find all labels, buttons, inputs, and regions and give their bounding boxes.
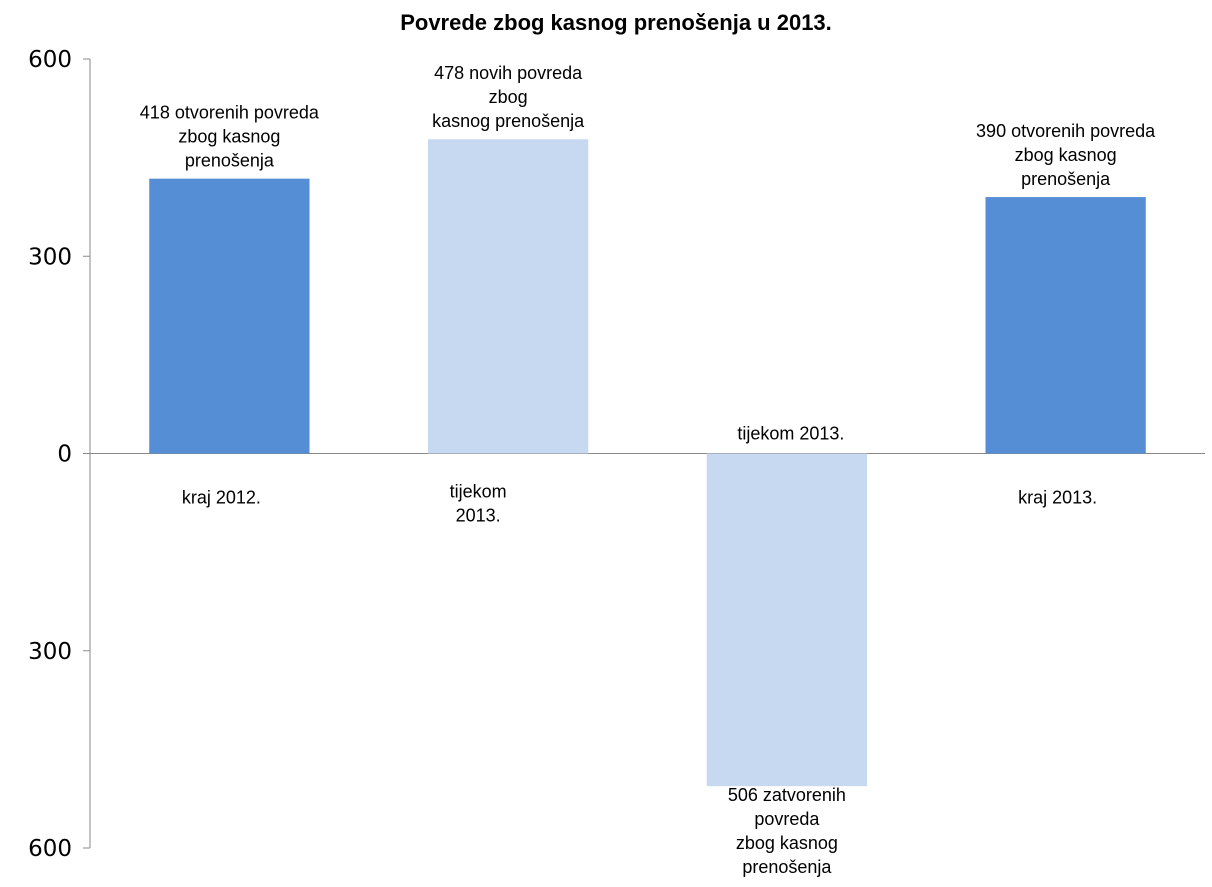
category-label: kraj 2013.	[1018, 488, 1097, 508]
data-label-line: 390 otvorenih povreda	[976, 121, 1156, 141]
data-label-line: povreda	[754, 809, 820, 829]
category-label-line: kraj 2012.	[182, 488, 261, 508]
category-label-line: 2013.	[456, 506, 501, 526]
data-label-line: 478 novih povreda	[434, 63, 583, 83]
data-label-line: prenošenja	[185, 151, 275, 171]
category-label-line: tijekom 2013.	[737, 424, 844, 444]
data-label-line: kasnog prenošenja	[432, 111, 585, 131]
data-label-line: zbog	[489, 87, 528, 107]
data-label: 418 otvorenih povreda zbog kasnog prenošen…	[140, 103, 320, 171]
data-label: 478 novih povreda zbog kasnog prenošenja	[432, 63, 585, 131]
y-tick-label: 300	[28, 244, 72, 270]
category-label: tijekom 2013.	[450, 482, 507, 526]
y-tick-label: 600	[28, 836, 72, 862]
bar	[706, 453, 868, 787]
chart-title: Povrede zbog kasnog prenošenja u 2013.	[400, 10, 832, 35]
category-label-line: kraj 2013.	[1018, 488, 1097, 508]
data-label: 390 otvorenih povreda zbog kasnog prenošen…	[976, 121, 1156, 189]
bar	[149, 178, 310, 454]
bar	[427, 139, 589, 454]
data-label-line: prenošenja	[742, 857, 832, 877]
data-label-line: zbog kasnog	[1015, 145, 1117, 165]
category-label: kraj 2012.	[182, 488, 261, 508]
y-tick-label: 300	[28, 639, 72, 665]
data-label-line: prenošenja	[1021, 169, 1111, 189]
y-tick-label: 0	[57, 442, 72, 468]
category-label-line: tijekom	[450, 482, 507, 502]
data-label: 506 zatvorenih povreda zbog kasnog prenošen…	[728, 785, 846, 877]
y-tick-label: 600	[28, 47, 72, 73]
data-label-line: 418 otvorenih povreda	[140, 103, 320, 123]
data-label-line: zbog kasnog	[178, 127, 280, 147]
data-label-line: zbog kasnog	[736, 833, 838, 853]
data-label-line: 506 zatvorenih	[728, 785, 846, 805]
category-label: tijekom 2013.	[737, 424, 844, 444]
bar	[985, 197, 1146, 454]
